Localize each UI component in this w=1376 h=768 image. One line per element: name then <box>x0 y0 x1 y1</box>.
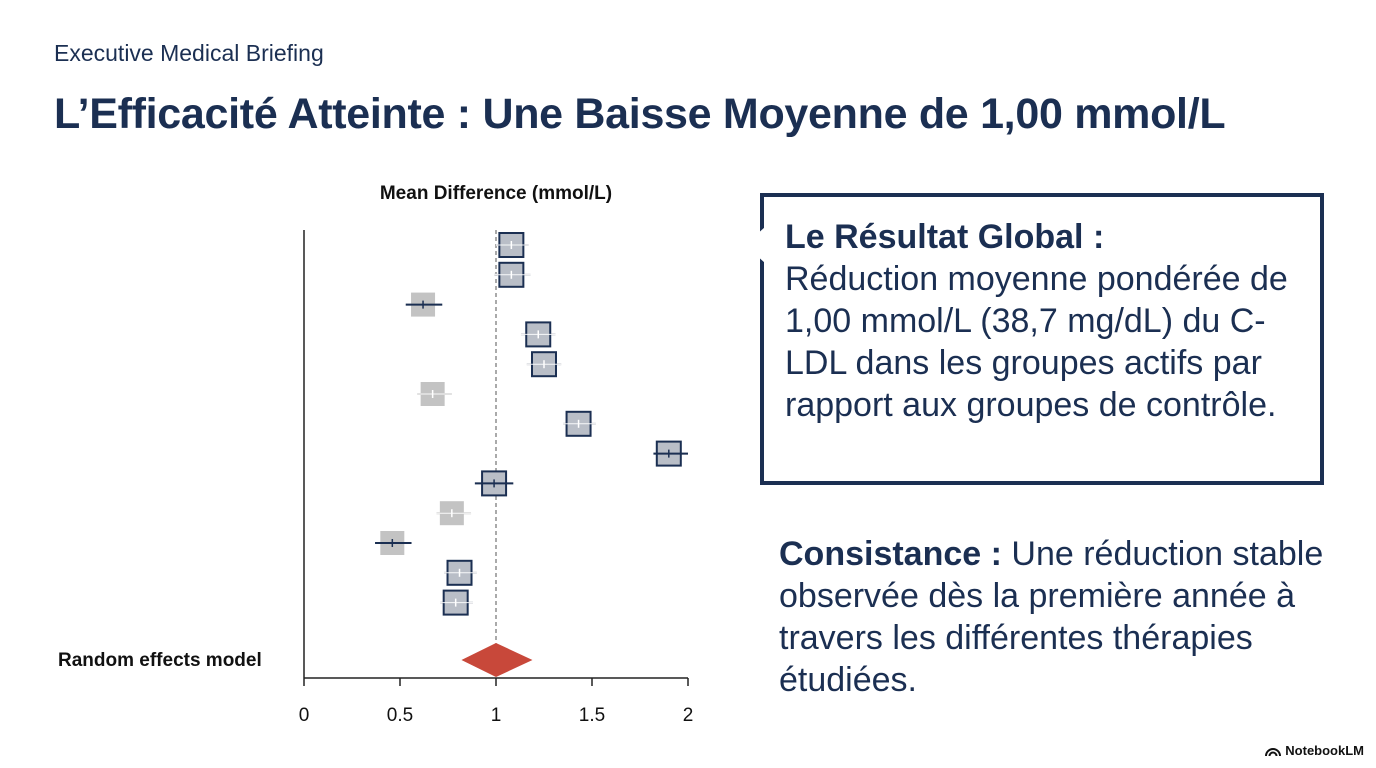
study-12 <box>444 559 477 586</box>
brand-name: NotebookLM <box>1285 743 1364 758</box>
notebooklm-badge: NotebookLM <box>1265 743 1364 758</box>
consistency-body: Une réduction stable observée dès la pre… <box>779 535 1324 699</box>
notebooklm-logo-icon <box>1265 747 1282 756</box>
study-5 <box>526 351 562 378</box>
consistency-note: Consistance : Une réduction stable obser… <box>779 533 1339 701</box>
study-8 <box>653 440 688 467</box>
study-1 <box>496 232 529 258</box>
study-13 <box>440 589 473 616</box>
result-callout: Le Résultat Global : Réduction moyenne p… <box>785 216 1305 426</box>
study-9 <box>474 470 514 497</box>
pooled-diamond <box>461 643 533 677</box>
result-callout-frame <box>760 193 1324 485</box>
x-tick-label: 0.5 <box>387 705 413 726</box>
study-10 <box>436 501 472 526</box>
study-2 <box>494 261 531 288</box>
x-tick-label: 1.5 <box>579 705 605 726</box>
x-tick-label: 1 <box>491 705 502 726</box>
consistency-label: Consistance : <box>779 535 1002 573</box>
chart-title: Mean Difference (mmol/L) <box>379 183 613 204</box>
x-tick-label: 2 <box>683 705 694 726</box>
forest-plot: 0 0.5 1 1.5 2 <box>299 230 694 726</box>
chart-marks <box>375 232 688 677</box>
chart-axes: 0 0.5 1 1.5 2 <box>299 230 694 726</box>
study-4 <box>520 321 556 348</box>
study-3 <box>405 292 443 317</box>
study-6 <box>417 382 452 406</box>
x-tick-label: 0 <box>299 705 310 726</box>
study-11 <box>375 531 412 555</box>
study-7 <box>563 410 596 437</box>
callout-body: Réduction moyenne pondérée de 1,00 mmol/… <box>785 260 1288 424</box>
callout-heading: Le Résultat Global : <box>785 218 1105 256</box>
pooled-label: Random effects model <box>58 650 262 671</box>
slide-title: L’Efficacité Atteinte : Une Baisse Moyen… <box>54 90 1226 138</box>
briefing-kicker: Executive Medical Briefing <box>54 40 324 66</box>
